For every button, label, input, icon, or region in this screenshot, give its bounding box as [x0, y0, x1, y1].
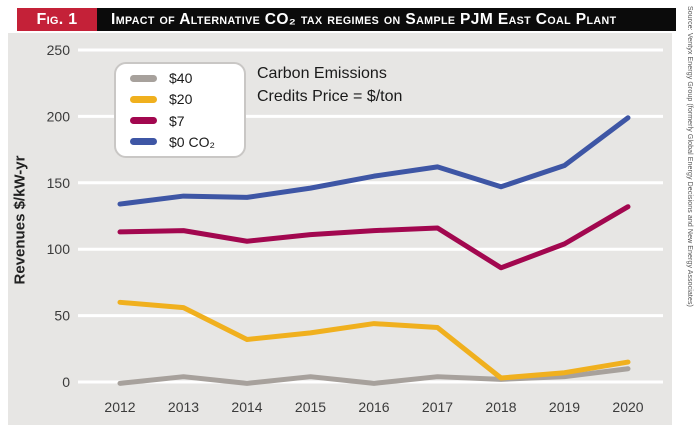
legend-note: Carbon Emissions Credits Price = $/ton — [257, 62, 402, 108]
line-chart-svg: 0 50 100 150 200 250 2012 2013 2014 2015 2016 2017 2… — [47, 42, 663, 415]
legend-swatch-magenta — [130, 117, 157, 125]
legend-item: $0 CO₂ — [130, 134, 244, 150]
x-tick-label: 2016 — [358, 399, 389, 415]
legend-note-line1: Carbon Emissions — [257, 65, 387, 82]
series-line-$20 — [117, 299, 631, 381]
legend-swatch-blue — [130, 138, 157, 146]
series-line-$40 — [117, 366, 631, 386]
y-tick-label: 50 — [54, 308, 70, 324]
y-axis-title: Revenues $/kW-yr — [11, 155, 29, 285]
y-tick-label: 250 — [47, 42, 71, 58]
source-note: Source: Ventyx Energy Group (formerly Gl… — [686, 6, 693, 307]
series-line-$7 — [117, 204, 631, 271]
legend-box: $40 $20 $7 $0 CO₂ — [114, 62, 246, 158]
series-line-$0 CO₂ — [117, 115, 631, 207]
y-tick-label: 0 — [62, 374, 70, 390]
figure-title: Impact of Alternative CO₂ tax regimes on… — [111, 10, 617, 28]
y-tick-label: 100 — [47, 241, 71, 257]
x-tick-label: 2019 — [549, 399, 580, 415]
legend-item-label: $40 — [169, 70, 193, 87]
y-tick-label: 200 — [47, 108, 71, 124]
x-tick-label: 2017 — [422, 399, 453, 415]
legend-item: $7 — [130, 113, 244, 129]
x-tick-label: 2020 — [612, 399, 643, 415]
figure-header: Impact of Alternative CO₂ tax regimes on… — [97, 8, 676, 31]
fig-number-label: Fig. 1 — [36, 10, 78, 28]
legend-item-label: $0 CO₂ — [169, 133, 215, 150]
x-tick-label: 2014 — [231, 399, 262, 415]
legend-note-line2: Credits Price = $/ton — [257, 88, 403, 105]
y-tick-label: 150 — [47, 175, 71, 191]
legend-swatch-gray — [130, 74, 157, 82]
x-tick-label: 2015 — [295, 399, 326, 415]
legend-item: $20 — [130, 91, 244, 107]
legend-item-label: $20 — [169, 91, 193, 108]
legend-item: $40 — [130, 70, 244, 86]
x-tick-label: 2013 — [168, 399, 199, 415]
fig-number-badge: Fig. 1 — [17, 8, 97, 31]
legend-swatch-yellow — [130, 95, 157, 103]
x-tick-label: 2018 — [485, 399, 516, 415]
legend-item-label: $7 — [169, 112, 185, 129]
chart-panel: 0 50 100 150 200 250 2012 2013 2014 2015 2016 2017 2… — [8, 33, 672, 425]
x-tick-label: 2012 — [104, 399, 135, 415]
